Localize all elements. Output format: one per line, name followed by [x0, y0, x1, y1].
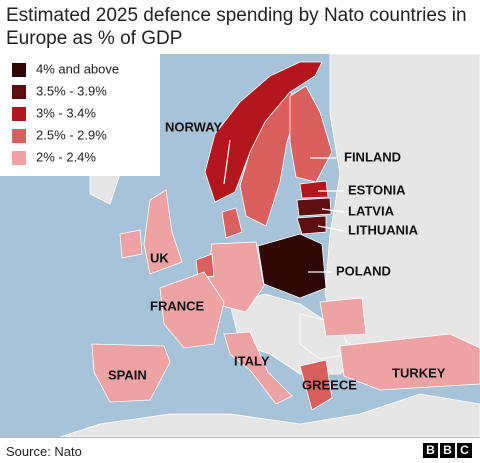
netherlands — [195, 253, 215, 279]
leaders — [223, 139, 345, 273]
countries — [91, 61, 480, 411]
country-label: FINLAND — [344, 149, 401, 164]
latvia — [296, 197, 332, 217]
logo-letter: C — [457, 443, 472, 458]
legend-swatch — [12, 107, 26, 121]
country-label: ITALY — [234, 353, 270, 368]
leader-line — [223, 139, 231, 185]
country-label: POLAND — [336, 263, 391, 278]
legend-label: 4% and above — [36, 61, 119, 76]
source: Source: Nato — [6, 444, 82, 459]
country-label: LATVIA — [348, 203, 395, 218]
legend-swatch — [12, 129, 26, 143]
country-label: SPAIN — [108, 367, 147, 382]
logo-letter: B — [440, 443, 455, 458]
romania — [319, 297, 367, 337]
greece — [299, 359, 333, 411]
france — [159, 271, 225, 349]
ireland — [119, 229, 143, 259]
title: Estimated 2025 defence spending by Nato … — [6, 5, 467, 49]
turkey — [339, 333, 480, 391]
country-label: ESTONIA — [348, 182, 406, 197]
sweden — [239, 91, 301, 227]
leader-line — [317, 225, 345, 232]
spain — [91, 343, 171, 403]
italy — [223, 331, 293, 405]
country-label: NORWAY — [165, 119, 222, 134]
legend-swatch — [12, 63, 26, 77]
land — [59, 54, 480, 437]
logo-letter: B — [423, 443, 438, 458]
legend: 4% and above 3.5% - 3.9% 3% - 3.4% 2.5% - 2… — [0, 54, 160, 176]
legend-label: 2.5% - 2.9% — [36, 127, 107, 142]
estonia — [299, 180, 329, 199]
denmark — [221, 207, 243, 239]
country-label: GREECE — [302, 377, 357, 392]
legend-label: 2% - 2.4% — [36, 149, 96, 164]
uk — [143, 189, 183, 275]
country-label: LITHUANIA — [348, 222, 419, 237]
legend-swatch — [12, 85, 26, 99]
legend-label: 3.5% - 3.9% — [36, 83, 107, 98]
norway — [204, 61, 323, 203]
legend-label: 3% - 3.4% — [36, 105, 96, 120]
country-label: UK — [150, 250, 169, 265]
legend-swatch — [12, 151, 26, 165]
lithuania — [296, 215, 327, 235]
leader-line — [321, 208, 345, 213]
map: 4% and above 3.5% - 3.9% 3% - 3.4% 2.5% - 2… — [0, 54, 480, 437]
country-label: FRANCE — [150, 298, 204, 313]
legend-box — [0, 54, 160, 176]
country-label: TURKEY — [392, 365, 446, 380]
